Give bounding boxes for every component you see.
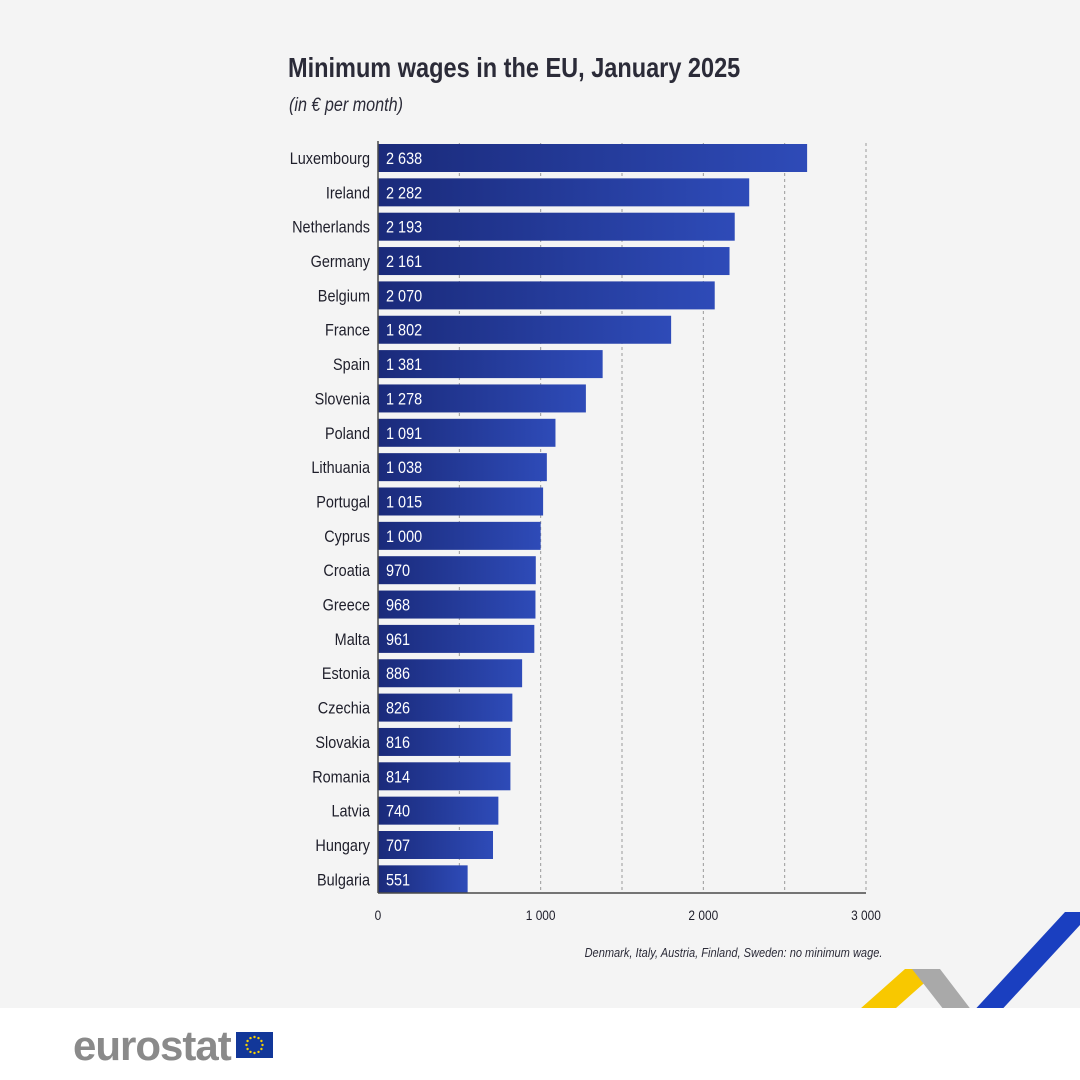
bar-value-label: 2 161	[386, 253, 422, 271]
x-tick-label: 1 000	[526, 907, 556, 923]
x-tick-label: 2 000	[688, 907, 718, 923]
chart-subtitle: (in € per month)	[289, 95, 404, 116]
bar	[378, 865, 468, 894]
bar-value-label: 1 038	[386, 459, 422, 477]
bar	[378, 590, 536, 619]
bar-value-label: 1 278	[386, 390, 422, 408]
flag-star	[257, 1050, 260, 1054]
bar-value-label: 1 015	[386, 493, 422, 511]
flag-star	[257, 1036, 260, 1040]
bar	[378, 487, 544, 516]
bar-value-label: 886	[386, 665, 410, 683]
bar-value-label: 2 282	[386, 184, 422, 202]
bar-value-label: 551	[386, 871, 410, 889]
bar	[378, 418, 556, 447]
bar	[378, 144, 808, 172]
chart-title: Minimum wages in the EU, January 2025	[288, 52, 741, 83]
category-label: Netherlands	[292, 219, 370, 237]
category-label: Luxembourg	[290, 150, 370, 168]
bar-value-label: 740	[386, 803, 410, 821]
bar	[378, 831, 494, 859]
category-label: Bulgaria	[317, 871, 370, 889]
bar	[378, 521, 541, 550]
flag-star	[260, 1039, 263, 1043]
bar-value-label: 2 193	[386, 219, 422, 237]
bar-value-label: 1 091	[386, 425, 422, 443]
bar	[378, 247, 730, 276]
x-tick-label: 0	[375, 907, 382, 923]
bar	[378, 556, 536, 585]
bar-chart: 2 638 Luxembourg 2 282 Ireland 2 193 Netherla…	[290, 141, 881, 923]
bar-value-label: 816	[386, 734, 410, 752]
bar-value-label: 1 381	[386, 356, 422, 374]
bar-value-label: 826	[386, 700, 410, 718]
category-label: Latvia	[331, 803, 370, 821]
category-label: Lithuania	[311, 459, 370, 477]
bar	[378, 315, 672, 344]
bar-value-label: 1 000	[386, 528, 422, 546]
bar-value-label: 2 638	[386, 150, 422, 168]
footer-band	[0, 1008, 1080, 1080]
category-label: Hungary	[315, 837, 370, 855]
category-label: Germany	[311, 253, 370, 271]
category-label: Poland	[325, 425, 370, 443]
bar	[378, 178, 750, 207]
x-tick-label: 3 000	[851, 907, 881, 923]
eu-flag-icon	[236, 1032, 273, 1058]
flag-star	[246, 1047, 249, 1051]
bar-value-label: 1 802	[386, 322, 422, 340]
flag-star	[253, 1051, 256, 1055]
bar	[378, 384, 586, 413]
bar-value-label: 814	[386, 768, 410, 786]
category-label: Greece	[323, 597, 371, 615]
bar	[378, 350, 603, 379]
flag-star	[260, 1047, 263, 1051]
bar	[378, 624, 535, 653]
category-label: Croatia	[323, 562, 370, 580]
bar	[378, 796, 499, 825]
flag-star	[246, 1039, 249, 1043]
bar	[378, 762, 511, 791]
category-label: Cyprus	[324, 528, 370, 546]
bars: 2 638 Luxembourg 2 282 Ireland 2 193 Netherla…	[290, 144, 808, 894]
bar	[378, 281, 715, 310]
flag-star	[253, 1035, 256, 1039]
axes: 0 1 000 2 000 3 000	[375, 141, 881, 923]
category-label: Estonia	[322, 665, 370, 683]
category-label: Slovenia	[315, 390, 371, 408]
bar	[378, 453, 547, 482]
bar	[378, 693, 513, 722]
bar	[378, 212, 735, 241]
bar-value-label: 707	[386, 837, 410, 855]
category-label: Belgium	[318, 287, 370, 305]
category-label: Slovakia	[315, 734, 370, 752]
category-label: Czechia	[318, 700, 370, 718]
category-label: Spain	[333, 356, 370, 374]
bar-value-label: 968	[386, 597, 410, 615]
eurostat-logo: eurostat	[73, 1022, 232, 1069]
bar-value-label: 970	[386, 562, 410, 580]
category-label: Ireland	[326, 184, 370, 202]
chart-footnote: Denmark, Italy, Austria, Finland, Sweden…	[584, 945, 882, 960]
bar-value-label: 961	[386, 631, 410, 649]
flag-star	[245, 1043, 248, 1047]
bar-value-label: 2 070	[386, 287, 422, 305]
category-label: Malta	[335, 631, 371, 649]
bar	[378, 659, 523, 688]
flag-star	[249, 1050, 252, 1054]
category-label: France	[325, 322, 370, 340]
bar	[378, 727, 511, 756]
flag-star	[261, 1043, 264, 1047]
category-label: Romania	[312, 768, 370, 786]
flag-star	[249, 1036, 252, 1040]
category-label: Portugal	[316, 493, 370, 511]
